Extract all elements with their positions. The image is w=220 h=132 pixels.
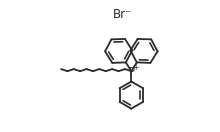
Text: P: P [129, 67, 135, 77]
Text: Br⁻: Br⁻ [113, 8, 132, 21]
Text: +: + [132, 63, 139, 72]
